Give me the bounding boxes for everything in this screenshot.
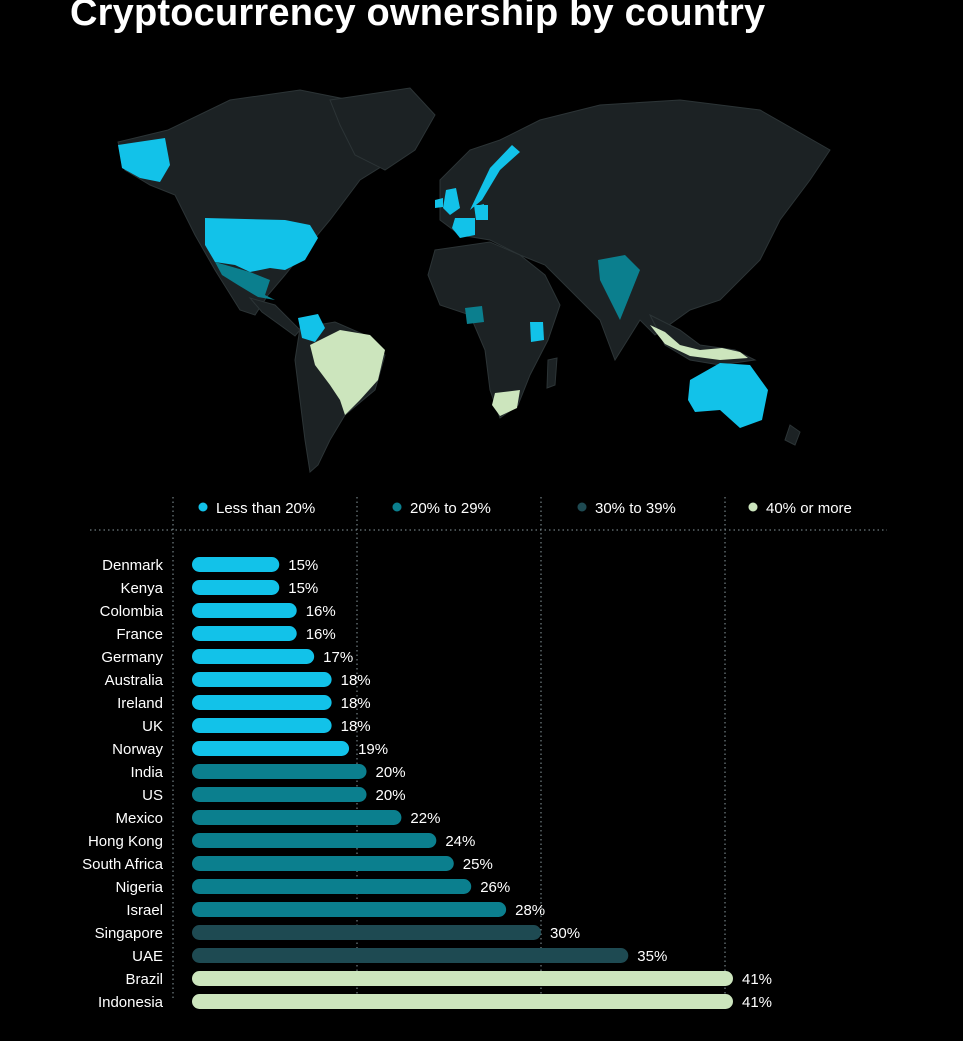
value-label: 35% [637,948,667,965]
legend-swatch [392,502,402,512]
bar-uae [192,948,629,963]
category-label: UK [142,718,163,735]
landmass-africa [427,241,561,419]
country-australia [688,363,768,428]
bar-nigeria [192,879,472,894]
value-label: 16% [306,626,336,643]
legend-label: 30% to 39% [595,500,676,517]
value-label: 15% [288,580,318,597]
category-label: India [130,764,163,781]
value-label: 28% [515,902,545,919]
category-label: Hong Kong [88,833,163,850]
bar-denmark [192,557,280,572]
landmass-new-zealand [784,424,801,446]
country-us [205,218,318,272]
category-label: France [116,626,163,643]
world-map [117,87,831,473]
value-label: 18% [341,695,371,712]
bar-israel [192,902,507,917]
chart-legend: Less than 20% 20% to 29% 30% to 39% 40% or … [198,500,852,517]
value-label: 30% [550,925,580,942]
category-label: US [142,787,163,804]
legend-label: 20% to 29% [410,500,491,517]
value-label: 22% [410,810,440,827]
value-label: 41% [742,994,772,1011]
country-germany [474,205,488,220]
value-label: 41% [742,971,772,988]
bar-colombia [192,603,297,618]
country-south-africa [492,390,520,416]
bar-uk [192,718,332,733]
bars: Denmark 15% Kenya 15% Colombia 16% France 16% Ge… [82,557,772,1011]
value-label: 18% [341,672,371,689]
category-label: Israel [126,902,163,919]
bar-india [192,764,367,779]
highlighted-countries [118,138,768,428]
bar-brazil [192,971,733,986]
bar-singapore [192,925,542,940]
category-label: Australia [105,672,164,689]
country-ireland [435,198,443,208]
country-colombia [298,314,325,342]
bar-chart: Less than 20% 20% to 29% 30% to 39% 40% or … [82,497,887,1011]
country-indonesia [650,325,748,360]
bar-kenya [192,580,280,595]
bar-australia [192,672,332,687]
landmass-greenland [329,87,436,171]
bar-germany [192,649,315,664]
category-label: Indonesia [98,994,164,1011]
bar-us [192,787,367,802]
category-label: Singapore [95,925,163,942]
category-label: Kenya [120,580,163,597]
value-label: 15% [288,557,318,574]
category-label: Mexico [115,810,163,827]
value-label: 20% [376,787,406,804]
legend-swatch [577,502,587,512]
bar-hong-kong [192,833,437,848]
land-masses [117,87,831,473]
value-label: 16% [306,603,336,620]
country-india [598,255,640,320]
country-nigeria [465,306,484,324]
country-kenya [530,322,544,342]
category-label: Ireland [117,695,163,712]
page-title: Cryptocurrency ownership by country [70,0,766,34]
landmass-central-america [248,297,301,337]
value-label: 20% [376,764,406,781]
legend-swatch [748,502,758,512]
bar-mexico [192,810,402,825]
value-label: 24% [445,833,475,850]
value-label: 17% [323,649,353,666]
bar-norway [192,741,350,756]
landmass-madagascar [546,357,558,389]
category-label: Germany [101,649,163,666]
value-label: 18% [341,718,371,735]
country-norway [470,145,520,210]
legend-swatch [198,502,208,512]
bar-france [192,626,297,641]
country-uk [443,188,460,215]
bar-ireland [192,695,332,710]
bar-indonesia [192,994,733,1009]
country-mexico [215,262,275,300]
category-label: UAE [132,948,163,965]
category-label: Denmark [102,557,163,574]
bar-south-africa [192,856,454,871]
legend-label: 40% or more [766,500,852,517]
country-brazil [310,330,385,415]
category-label: Nigeria [115,879,163,896]
category-label: Brazil [125,971,163,988]
legend-label: Less than 20% [216,500,315,517]
value-label: 25% [463,856,493,873]
value-label: 26% [480,879,510,896]
category-label: South Africa [82,856,164,873]
country-alaska [118,138,170,182]
category-label: Colombia [100,603,164,620]
country-france [452,218,475,238]
category-label: Norway [112,741,163,758]
value-label: 19% [358,741,388,758]
